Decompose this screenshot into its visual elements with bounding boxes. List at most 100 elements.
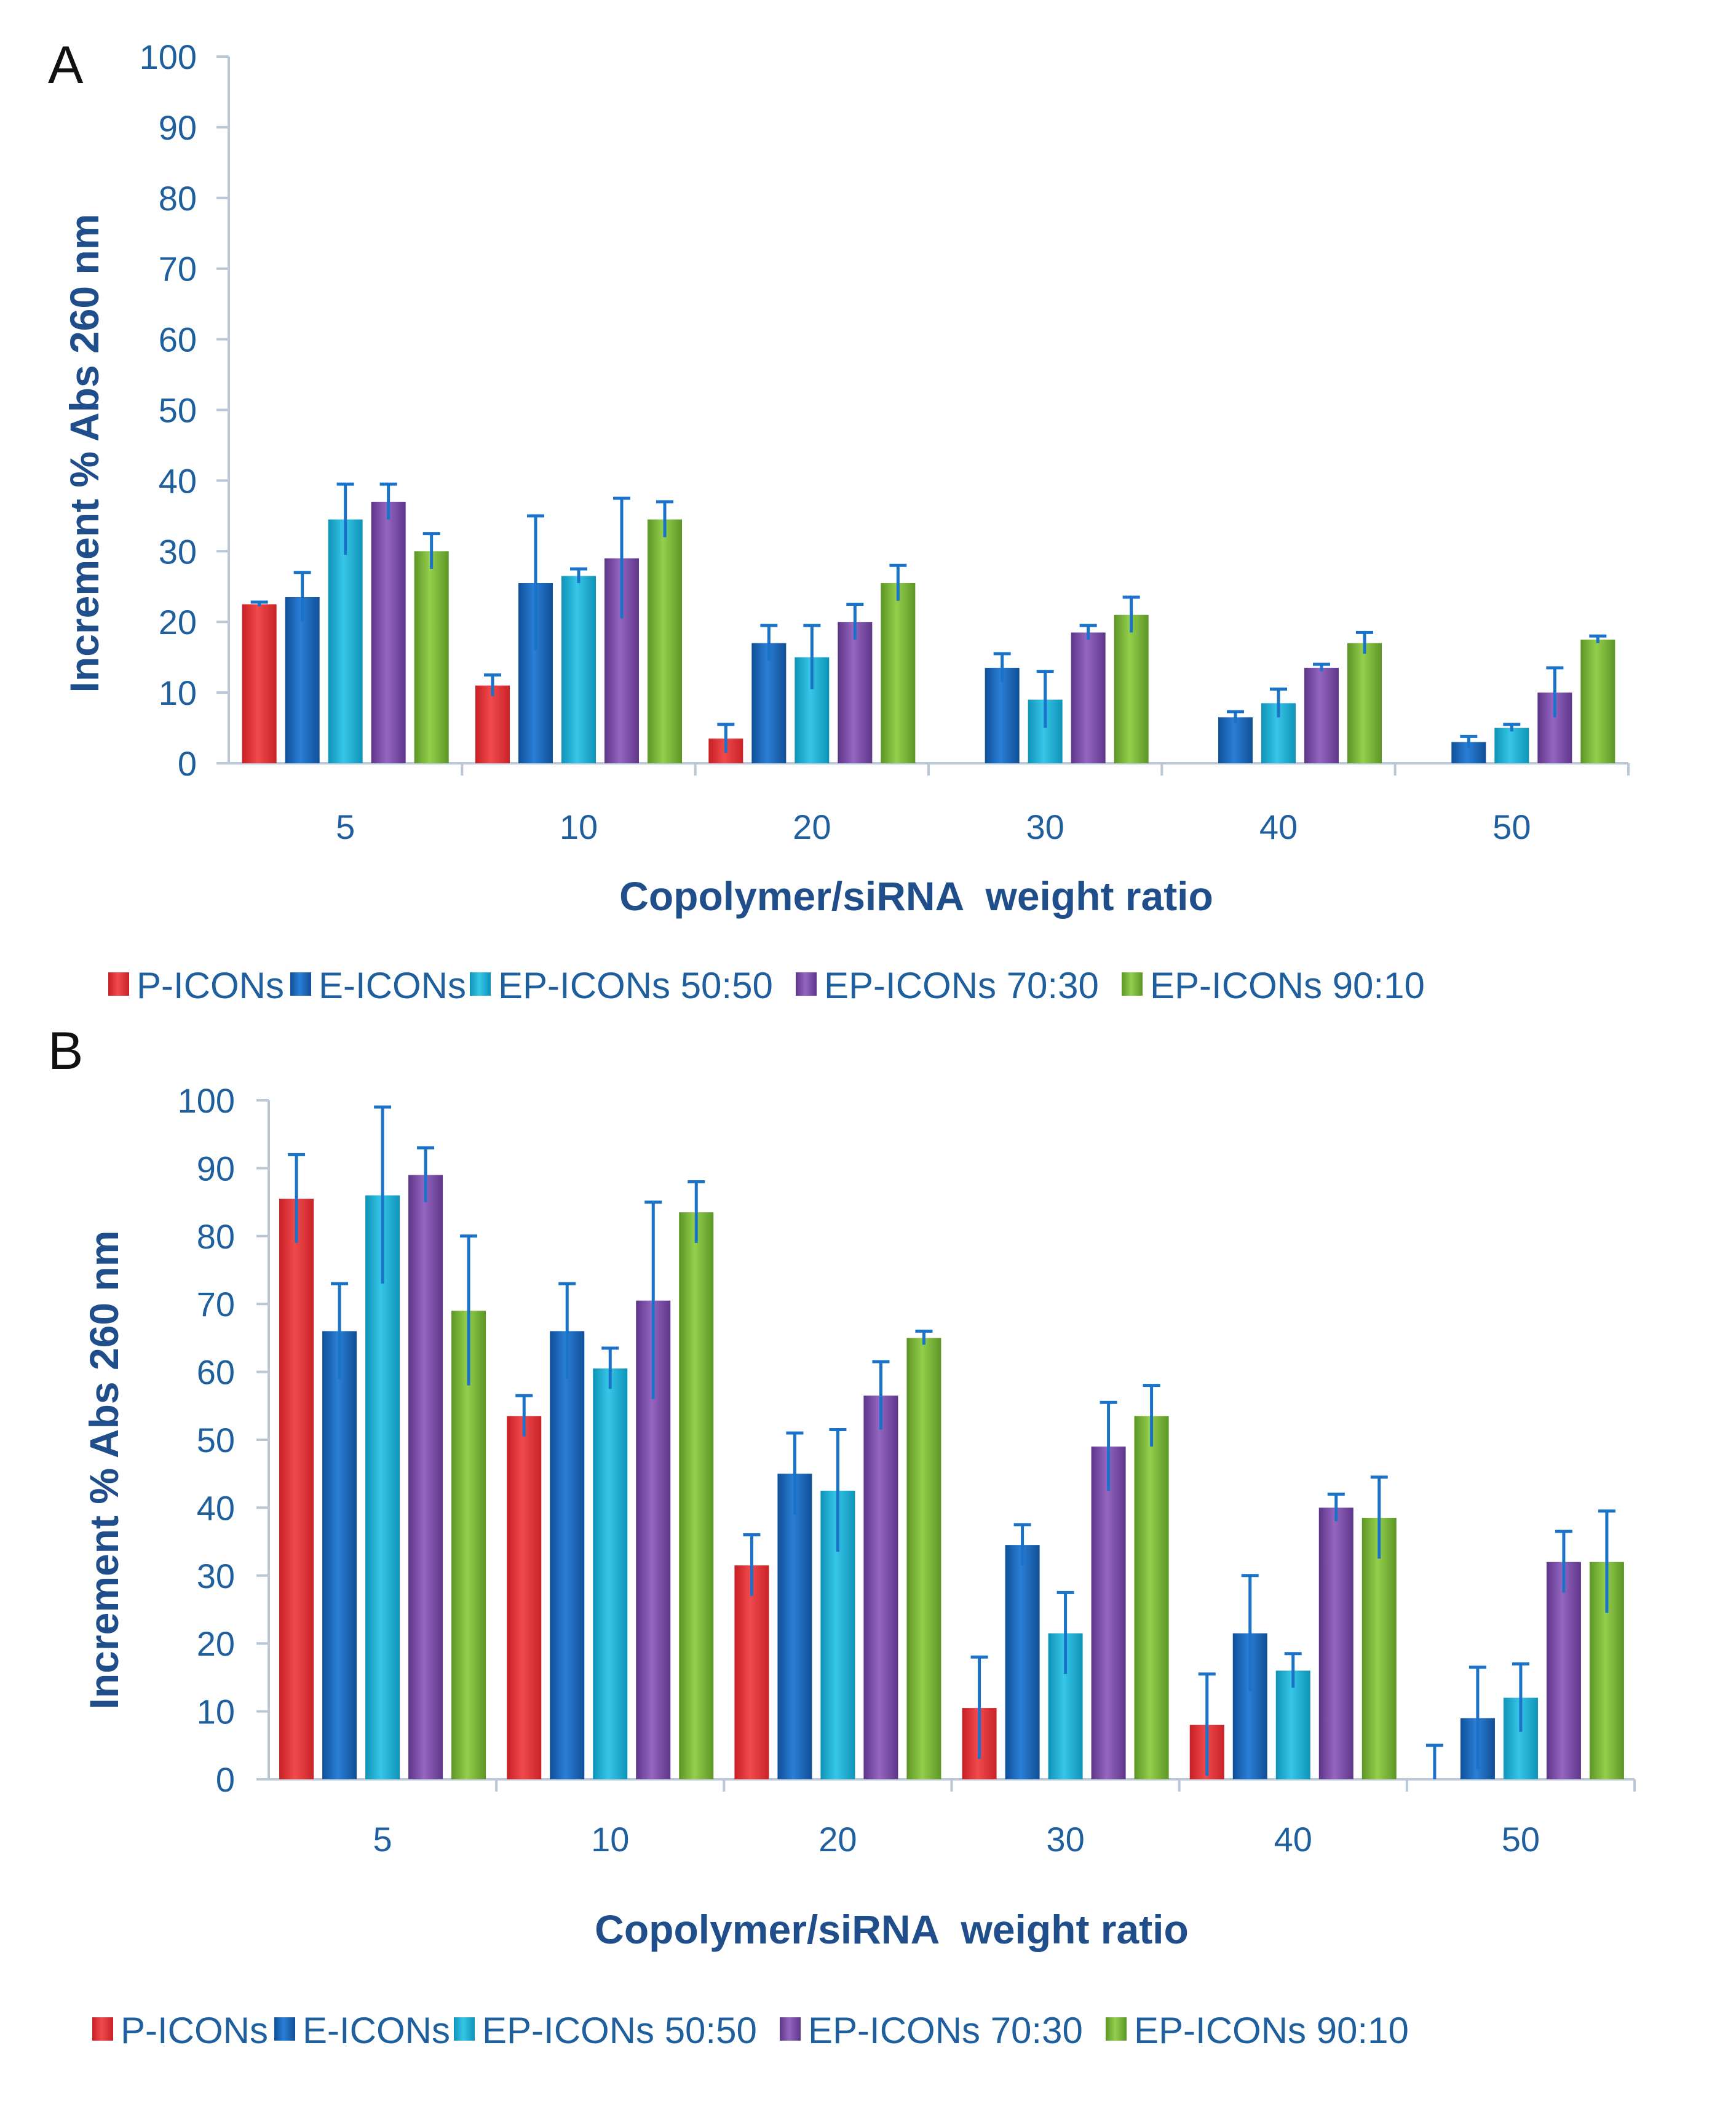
plot-area-a: 0 10 20 30 40 50 60 70 80 90 100 5 10 20 30 40 50	[140, 38, 1630, 846]
error-bar	[688, 1180, 705, 1243]
bar	[1347, 643, 1382, 763]
error-bar	[743, 1533, 761, 1596]
y-tick-label: 20	[159, 603, 197, 641]
bar	[365, 1195, 400, 1779]
error-bar	[1122, 595, 1140, 633]
bar	[328, 519, 363, 763]
error-bar	[803, 624, 821, 689]
bar	[1275, 1670, 1310, 1779]
bar	[408, 1175, 443, 1779]
y-tick-label: 90	[197, 1149, 235, 1188]
error-bar	[1460, 734, 1478, 748]
error-bar	[760, 624, 778, 661]
bar	[1071, 632, 1106, 763]
legend-swatch	[274, 2017, 295, 2041]
x-tick-label: 40	[1259, 808, 1298, 846]
error-bar	[601, 1346, 619, 1389]
x-tick-label: 20	[818, 1820, 857, 1859]
error-bar	[915, 1329, 933, 1345]
legend-b: P-ICONs E-ICONs EP-ICONs 50:50 EP-ICONs 70:…	[92, 2010, 1409, 2051]
error-bar	[1079, 624, 1097, 640]
bar	[985, 667, 1020, 763]
error-bar	[570, 567, 587, 584]
x-tick-label: 30	[1026, 808, 1064, 846]
legend-item: EP-ICONs 70:30	[796, 965, 1099, 1006]
error-bar	[1503, 723, 1521, 732]
legend-item: EP-ICONs 70:30	[780, 2010, 1083, 2051]
bar	[881, 583, 916, 763]
y-tick-label: 40	[159, 461, 197, 500]
legend-label: P-ICONs	[121, 2010, 268, 2051]
bar	[507, 1416, 542, 1779]
x-tick-label: 40	[1274, 1820, 1312, 1859]
error-bar	[1143, 1384, 1160, 1447]
x-axis-title-a: Copolymer/siRNA weight ratio	[619, 873, 1213, 919]
bar	[1318, 1507, 1354, 1779]
error-bar	[644, 1201, 662, 1399]
error-bar	[1512, 1662, 1529, 1732]
legend-item: P-ICONs	[92, 2010, 268, 2051]
legend-swatch	[780, 2017, 801, 2041]
error-bar	[1036, 670, 1054, 728]
error-bar	[558, 1282, 576, 1379]
bar	[734, 1565, 769, 1779]
y-tick-label: 60	[197, 1353, 235, 1392]
error-bar	[656, 500, 673, 538]
y-tick-label: 40	[197, 1488, 235, 1527]
x-axis-title-b: Copolymer/siRNA weight ratio	[595, 1907, 1189, 1952]
error-bar	[1056, 1590, 1074, 1674]
error-bar	[417, 1146, 435, 1202]
error-bar	[786, 1431, 804, 1515]
error-bar	[829, 1427, 847, 1552]
error-bar	[872, 1360, 890, 1430]
y-tick-label: 50	[159, 391, 197, 430]
bar	[285, 597, 320, 763]
bar	[550, 1331, 585, 1779]
y-tick-label: 10	[159, 673, 197, 712]
error-bar	[460, 1234, 478, 1386]
y-tick-label: 60	[159, 320, 197, 359]
error-bar	[1425, 1744, 1443, 1779]
legend-label: EP-ICONs 50:50	[482, 2010, 757, 2051]
error-bar	[1227, 710, 1244, 723]
error-bar	[250, 600, 268, 606]
legend-item: EP-ICONs 50:50	[454, 2010, 757, 2051]
x-tick-label: 10	[560, 808, 598, 846]
error-bar	[993, 652, 1011, 682]
legend-item: EP-ICONs 90:10	[1106, 2010, 1409, 2051]
legend-a: P-ICONs E-ICONs EP-ICONs 50:50 EP-ICONs 70:…	[108, 965, 1425, 1006]
error-bar	[374, 1105, 392, 1284]
error-bar	[288, 1153, 306, 1243]
y-axis-title-b: Increment % Abs 260 nm	[81, 1231, 127, 1710]
bar	[475, 685, 510, 763]
legend-swatch	[454, 2017, 475, 2041]
legend-label: E-ICONs	[303, 2010, 450, 2051]
legend-label: EP-ICONs 70:30	[808, 2010, 1083, 2051]
error-bar	[889, 563, 907, 601]
bar	[451, 1311, 486, 1779]
bar	[1304, 667, 1339, 763]
error-bar	[515, 1394, 533, 1437]
x-tick-label: 30	[1046, 1820, 1084, 1859]
plot-area-b: 0 10 20 30 40 50 60 70 80 90 100 5 10 20 30 40 50	[178, 1081, 1636, 1859]
y-tick-label: 30	[197, 1557, 235, 1595]
error-bar	[331, 1282, 349, 1379]
bar	[1546, 1562, 1581, 1779]
bar	[1580, 639, 1615, 763]
error-bar	[970, 1655, 988, 1759]
error-bar	[1598, 1509, 1615, 1613]
y-tick-label: 50	[197, 1421, 235, 1459]
y-tick-label: 10	[197, 1693, 235, 1731]
legend-swatch	[470, 972, 491, 996]
error-bar	[1546, 666, 1564, 718]
y-tick-label: 90	[159, 108, 197, 147]
bar	[322, 1331, 357, 1779]
legend-swatch	[1106, 2017, 1127, 2041]
error-bar	[422, 532, 440, 570]
bar	[751, 643, 787, 763]
error-bar	[1241, 1574, 1259, 1691]
bar	[1218, 717, 1253, 763]
bar	[777, 1474, 812, 1779]
legend-swatch	[108, 972, 129, 996]
bar	[242, 604, 277, 763]
